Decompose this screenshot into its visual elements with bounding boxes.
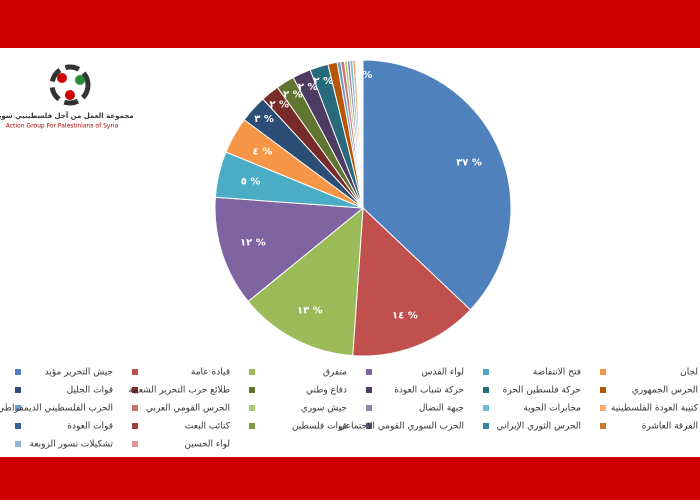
legend-label: قيادة عامة <box>191 368 230 378</box>
top-band <box>0 0 700 48</box>
legend-swatch <box>366 405 372 411</box>
legend-swatch <box>132 387 138 393</box>
logo-title: مجموعة العمل من أجل فلسطينيي سورية <box>0 111 134 120</box>
legend-label: لواء الحسين <box>184 440 230 450</box>
legend-label: فتح الانتفاضة <box>533 368 581 378</box>
legend-label: تشكيلات نسور الزوبعة <box>29 440 113 450</box>
legend-label: الحزب الفلسطيني الديمقراطي <box>0 404 113 414</box>
legend-swatch <box>600 387 606 393</box>
legend-swatch <box>600 405 606 411</box>
legend-label: طلائع حرب التحرير الشعبية <box>129 386 231 396</box>
legend-swatch <box>249 423 255 429</box>
value-label: ٣٧ % <box>456 157 482 168</box>
value-label: ٢ % <box>314 76 334 87</box>
legend-swatch <box>15 387 21 393</box>
legend-label: لواء القدس <box>422 368 465 378</box>
legend-swatch <box>483 423 489 429</box>
legend-swatch <box>366 387 372 393</box>
legend-label: جبهة النضال <box>419 404 464 414</box>
legend-swatch <box>132 369 138 375</box>
legend-label: جيش التحرير مؤيد <box>45 368 113 378</box>
legend-swatch <box>15 441 21 447</box>
legend-swatch <box>600 369 606 375</box>
pie-slice <box>352 206 472 357</box>
legend-swatch <box>132 405 138 411</box>
legend-label: قوات العودة <box>67 422 113 432</box>
logo-ring <box>49 64 91 106</box>
legend-label: قوات الجليل <box>67 386 113 396</box>
bottom-band <box>0 457 700 500</box>
value-label: ١٤ % <box>392 311 418 322</box>
value-label: ٣ % <box>254 114 274 125</box>
pie-slice <box>362 59 512 311</box>
value-label: ٢ % <box>283 90 303 101</box>
logo-dot <box>75 75 85 85</box>
legend-swatch <box>366 423 372 429</box>
legend-swatch <box>249 387 255 393</box>
legend-label: دفاع وطني <box>306 386 347 396</box>
legend-swatch <box>483 405 489 411</box>
legend-swatch <box>600 423 606 429</box>
value-label: ٠ % <box>353 70 373 81</box>
legend-swatch <box>15 405 21 411</box>
pie-slice <box>361 59 364 209</box>
legend-label: الحزب السوري القومي الاجتماعي <box>338 422 464 432</box>
legend-swatch <box>366 369 372 375</box>
legend-label: جيش سوري <box>301 404 347 414</box>
pie-slice <box>214 196 365 303</box>
legend-label: الحرس الثوري الإيراني <box>497 422 581 432</box>
value-label: ١٣ % <box>297 305 323 316</box>
legend-label: الحرس الجمهوري <box>632 386 698 396</box>
legend-label: حركة فلسطين الحرة <box>503 386 581 396</box>
logo-subtitle: Action Group For Palestinians of Syria <box>6 123 119 130</box>
value-label: ٤ % <box>253 146 273 157</box>
legend-swatch <box>483 369 489 375</box>
logo: مجموعة العمل من أجل فلسطينيي سورية Actio… <box>0 64 134 130</box>
value-label: ١٢ % <box>240 238 266 249</box>
legend-label: كتائب البعث <box>185 422 231 432</box>
legend-swatch <box>15 369 21 375</box>
legend-swatch <box>15 423 21 429</box>
legend-swatch <box>132 441 138 447</box>
legend-label: الحرس القومي العربي <box>146 404 230 414</box>
legend-label: قوات فلسطين <box>292 422 347 432</box>
legend-swatch <box>249 369 255 375</box>
pie-slice <box>247 206 364 357</box>
legend-swatch <box>483 387 489 393</box>
value-label: ٢ % <box>269 99 289 110</box>
value-label: ٢ % <box>298 82 318 93</box>
legend-label: حركة شباب العودة <box>394 386 464 396</box>
legend-label: مخابرات الجوية <box>523 404 581 414</box>
value-label: ٥ % <box>241 177 261 188</box>
logo-dot <box>57 73 67 83</box>
legend-label: كتيبة العودة الفلسطينية <box>611 404 699 414</box>
legend-label: لجان <box>680 368 698 378</box>
legend-swatch <box>249 405 255 411</box>
legend-label: الفرقة العاشرة <box>642 422 698 432</box>
logo-dot <box>65 90 75 100</box>
legend-label: متفرق <box>323 368 347 378</box>
legend-swatch <box>132 423 138 429</box>
